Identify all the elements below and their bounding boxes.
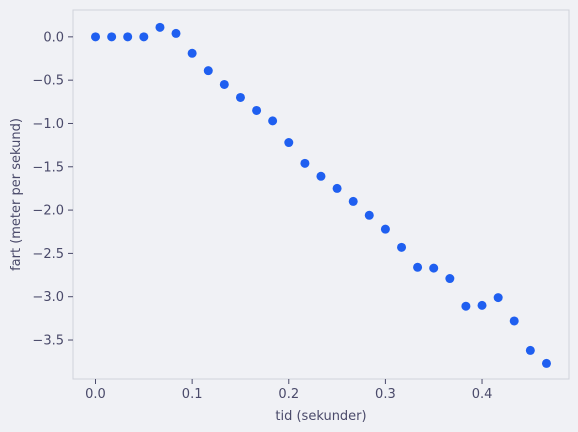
data-point [91,32,101,42]
y-tick-label: −3.5 [32,334,64,349]
y-tick-label: −2.5 [32,247,64,262]
data-point [284,138,294,148]
data-point [461,301,471,311]
y-tick-label: −3.0 [32,290,64,305]
plot-area [72,9,570,380]
x-tick-label: 0.4 [472,387,493,402]
data-point [235,92,245,102]
data-point [171,28,181,38]
y-axis-label: fart (meter per sekund) [9,118,24,271]
data-point [203,66,213,76]
data-point [429,263,439,273]
data-point [187,48,197,58]
data-point [139,32,149,42]
x-tick-label: 0.0 [85,387,106,402]
data-point [268,116,278,126]
data-point [397,242,407,252]
data-point [541,358,551,368]
data-point [364,210,374,220]
y-axis-ticks: 0.0 −0.5 −1.0 −1.5 −2.0 −2.5 −3.0 −3.5 [32,30,73,349]
data-point [477,300,487,310]
x-axis-label: tid (sekunder) [275,409,366,424]
data-point [155,22,165,32]
y-tick-label: −2.0 [32,204,64,219]
y-tick-label: 0.0 [43,30,64,45]
data-point [252,105,262,115]
data-point [332,183,342,193]
x-axis-ticks: 0.0 0.1 0.2 0.3 0.4 [85,379,492,402]
x-tick-label: 0.2 [278,387,299,402]
y-tick-label: −0.5 [32,74,64,89]
data-point [493,293,503,303]
data-point [219,79,229,89]
x-tick-label: 0.3 [375,387,396,402]
y-tick-label: −1.5 [32,160,64,175]
data-point [300,158,310,168]
y-tick-label: −1.0 [32,117,64,132]
data-point [348,196,358,206]
data-point [509,316,519,326]
data-point [316,171,326,181]
data-points [91,22,551,368]
data-point [107,32,117,42]
data-point [445,274,455,284]
x-tick-label: 0.1 [182,387,203,402]
data-point [380,224,390,234]
data-point [413,262,423,272]
data-point [123,32,133,42]
data-point [525,345,535,355]
